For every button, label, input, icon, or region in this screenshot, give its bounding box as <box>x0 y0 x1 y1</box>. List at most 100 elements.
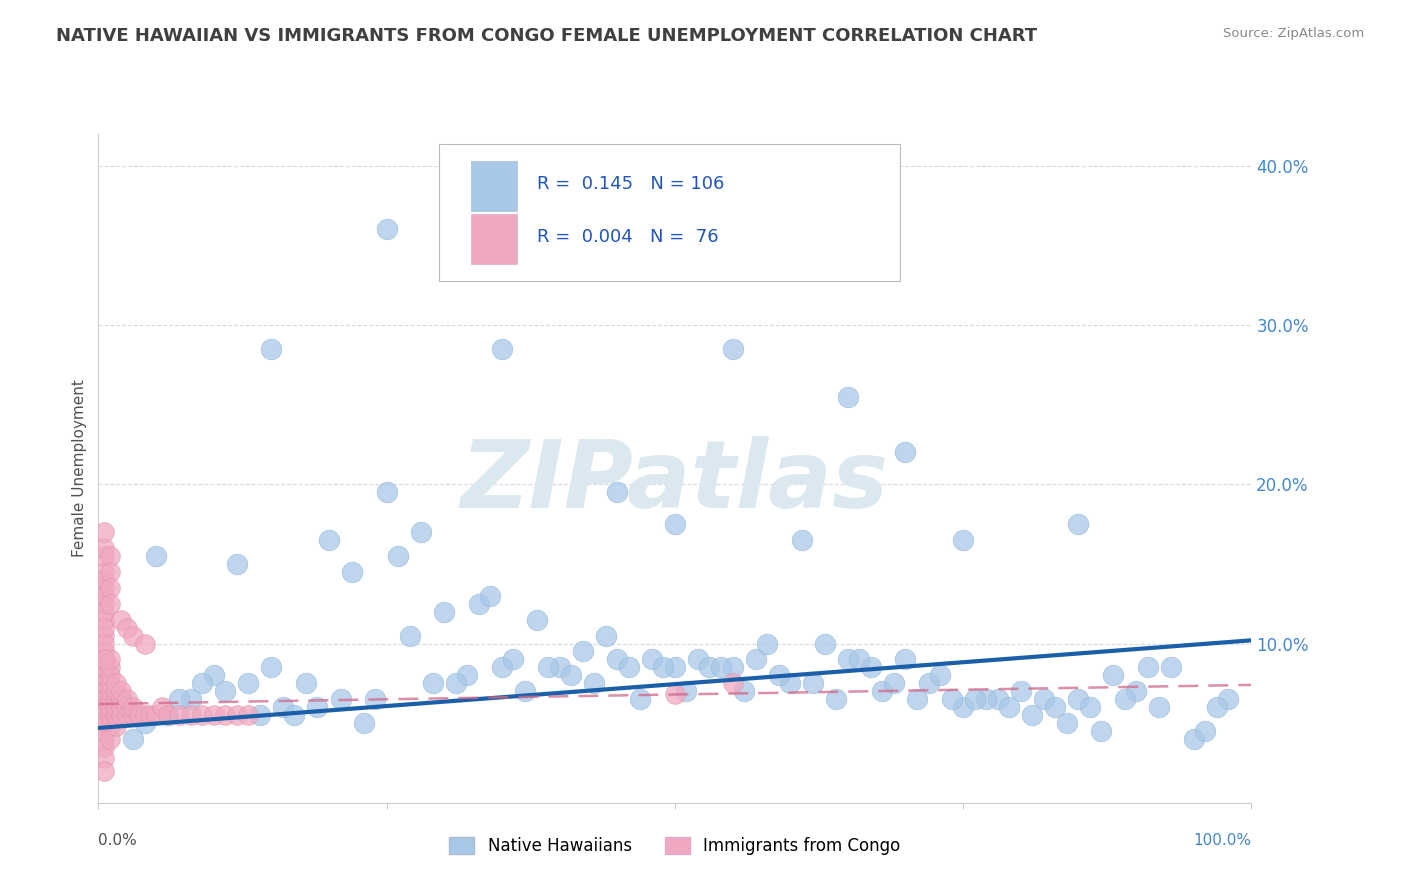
Point <box>167 692 190 706</box>
Point <box>1056 716 1078 731</box>
Point <box>110 708 132 723</box>
Point <box>307 700 329 714</box>
Point <box>283 708 305 723</box>
Point <box>686 652 709 666</box>
Point <box>721 342 744 356</box>
Point <box>329 692 352 706</box>
Point <box>167 708 190 723</box>
Point <box>156 708 179 723</box>
Text: R =  0.145   N = 106: R = 0.145 N = 106 <box>537 175 724 193</box>
Point <box>641 652 664 666</box>
Point <box>122 732 145 747</box>
Point <box>93 628 115 642</box>
Point <box>768 668 790 682</box>
FancyBboxPatch shape <box>471 214 517 264</box>
Point <box>110 700 132 714</box>
Point <box>238 708 260 723</box>
Point <box>93 597 115 611</box>
Point <box>117 708 138 723</box>
Point <box>139 708 162 723</box>
Point <box>422 676 444 690</box>
Point <box>790 533 813 547</box>
Point <box>214 684 236 698</box>
Point <box>93 708 115 723</box>
Point <box>98 719 121 733</box>
Point <box>872 684 894 698</box>
Point <box>491 660 513 674</box>
Point <box>93 605 115 619</box>
Point <box>364 692 387 706</box>
Point <box>145 549 167 563</box>
Point <box>779 676 801 690</box>
Point <box>93 668 115 682</box>
Point <box>941 692 963 706</box>
Point <box>560 668 582 682</box>
Point <box>606 652 628 666</box>
Point <box>825 692 848 706</box>
Point <box>837 652 859 666</box>
Point <box>93 581 115 595</box>
Point <box>398 628 420 642</box>
Point <box>249 708 271 723</box>
Legend: Native Hawaiians, Immigrants from Congo: Native Hawaiians, Immigrants from Congo <box>443 830 907 862</box>
Point <box>122 700 145 714</box>
Point <box>93 692 115 706</box>
Point <box>1160 660 1182 674</box>
Point <box>675 684 697 698</box>
Point <box>110 684 132 698</box>
Point <box>295 676 318 690</box>
Point <box>104 676 127 690</box>
Point <box>93 644 115 658</box>
Point <box>340 565 363 579</box>
Point <box>117 692 138 706</box>
Point <box>456 668 478 682</box>
Point <box>998 700 1021 714</box>
Point <box>93 541 115 555</box>
Point <box>987 692 1010 706</box>
Point <box>191 708 214 723</box>
Point <box>721 676 744 690</box>
Point <box>93 636 115 650</box>
Point <box>134 716 156 731</box>
Point <box>98 660 121 674</box>
Point <box>202 668 225 682</box>
Point <box>952 533 974 547</box>
Point <box>664 688 686 702</box>
Text: R =  0.004   N =  76: R = 0.004 N = 76 <box>537 228 718 246</box>
Point <box>98 565 121 579</box>
Point <box>93 700 115 714</box>
Point <box>134 636 156 650</box>
Point <box>1102 668 1125 682</box>
Point <box>801 676 824 690</box>
Point <box>1136 660 1159 674</box>
Point <box>1078 700 1101 714</box>
Point <box>104 708 127 723</box>
Point <box>93 549 115 563</box>
Point <box>104 719 127 733</box>
Point <box>214 708 236 723</box>
Point <box>721 660 744 674</box>
Point <box>353 716 375 731</box>
Point <box>271 700 294 714</box>
Point <box>1194 724 1216 739</box>
Point <box>104 692 127 706</box>
Point <box>628 692 651 706</box>
Point <box>202 708 225 723</box>
Point <box>93 621 115 635</box>
Point <box>548 660 571 674</box>
Point <box>606 485 628 500</box>
Point <box>1205 700 1227 714</box>
Point <box>375 222 398 236</box>
Point <box>98 581 121 595</box>
Point <box>98 700 121 714</box>
Point <box>122 628 145 642</box>
Point <box>110 692 132 706</box>
Point <box>733 684 755 698</box>
Point <box>134 708 156 723</box>
FancyBboxPatch shape <box>439 144 900 281</box>
Point <box>104 700 127 714</box>
Point <box>93 740 115 755</box>
Point <box>98 549 121 563</box>
Point <box>180 708 202 723</box>
Point <box>98 708 121 723</box>
